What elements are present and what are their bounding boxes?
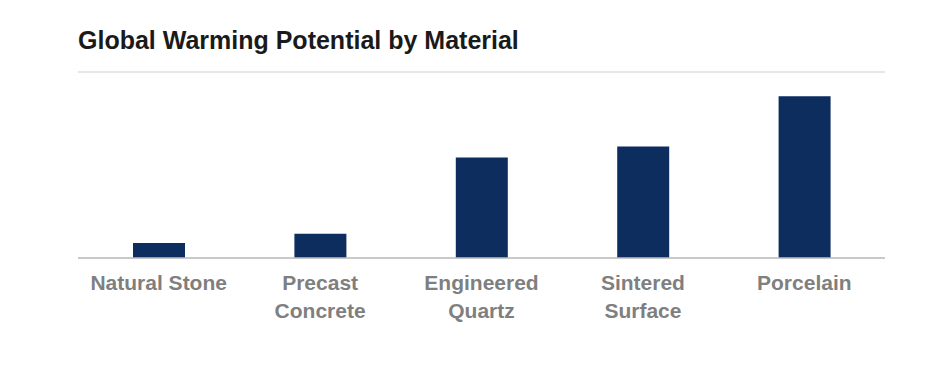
svg-text:Natural Stone: Natural Stone [90, 271, 227, 294]
svg-text:Porcelain: Porcelain [757, 271, 852, 294]
html-text:Global Warming Potential by Ma: Global Warming Potential by Material [78, 26, 519, 54]
svg-text:Concrete: Concrete [275, 299, 366, 322]
svg-text:Surface: Surface [604, 299, 681, 322]
svg-text:Sintered: Sintered [601, 271, 685, 294]
svg-text:Quartz: Quartz [448, 299, 515, 322]
svg-text:Precast: Precast [282, 271, 358, 294]
svg-text:Engineered: Engineered [424, 271, 538, 294]
